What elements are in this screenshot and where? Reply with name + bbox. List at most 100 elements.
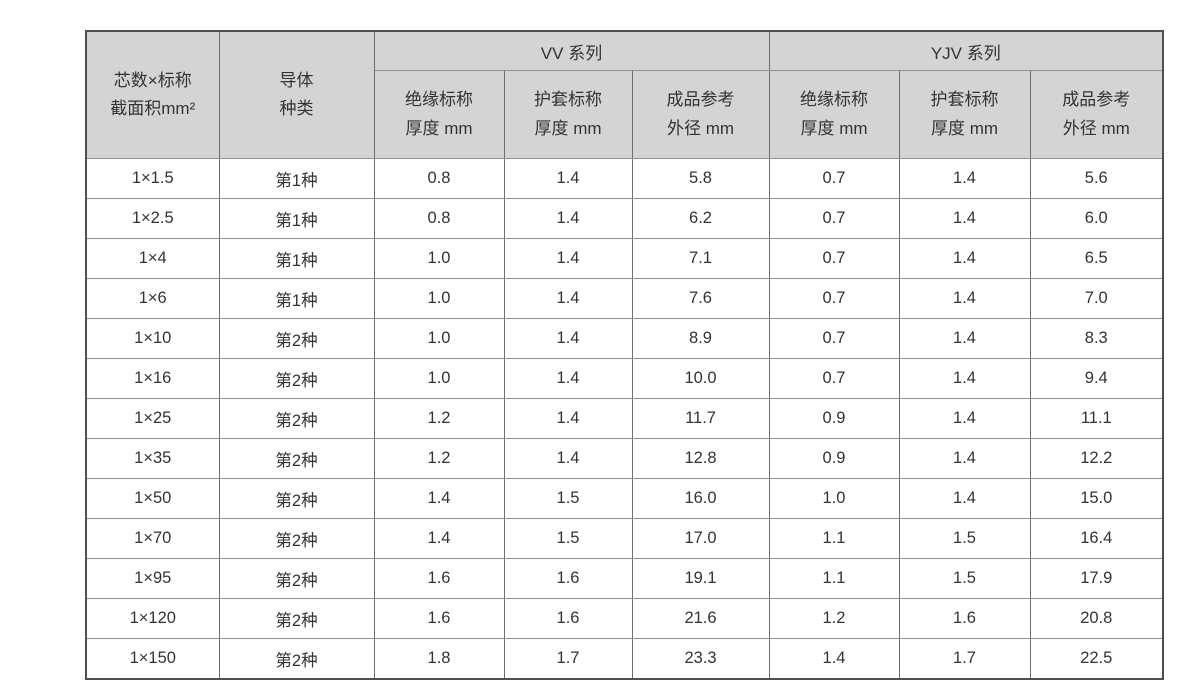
header-vv-outer-diameter: 成品参考 外径 mm: [631, 70, 770, 159]
table-row: 1×2.5 第1种 0.8 1.4 6.2 0.7 1.4 6.0: [85, 198, 1164, 239]
yjv-diameter-cell: 6.0: [1029, 198, 1164, 239]
group-header-yjv-series: YJV 系列: [768, 30, 1164, 71]
vv-insulation-cell: 1.0: [373, 358, 505, 399]
header-yjv-outer-diameter: 成品参考 外径 mm: [1029, 70, 1164, 159]
spec-cell: 1×50: [85, 478, 220, 519]
yjv-insulation-cell: 0.7: [768, 278, 900, 319]
vv-diameter-cell: 12.8: [631, 438, 770, 479]
vv-diameter-cell: 16.0: [631, 478, 770, 519]
spec-cell: 1×10: [85, 318, 220, 359]
yjv-insulation-cell: 0.7: [768, 358, 900, 399]
yjv-insulation-cell: 1.1: [768, 558, 900, 599]
header-line: 外径 mm: [1062, 118, 1130, 138]
vv-diameter-cell: 7.1: [631, 238, 770, 279]
header-line: 成品参考: [1062, 90, 1131, 110]
vv-sheath-cell: 1.4: [503, 398, 633, 439]
vv-insulation-cell: 1.8: [373, 638, 505, 680]
spec-cell: 1×2.5: [85, 198, 220, 239]
vv-sheath-cell: 1.6: [503, 558, 633, 599]
vv-sheath-cell: 1.7: [503, 638, 633, 680]
vv-diameter-cell: 6.2: [631, 198, 770, 239]
conductor-type-cell: 第1种: [218, 238, 375, 279]
spec-cell: 1×70: [85, 518, 220, 559]
yjv-sheath-cell: 1.4: [898, 278, 1031, 319]
yjv-diameter-cell: 22.5: [1029, 638, 1164, 680]
conductor-type-cell: 第1种: [218, 198, 375, 239]
table-row: 1×50 第2种 1.4 1.5 16.0 1.0 1.4 15.0: [85, 478, 1164, 519]
spec-cell: 1×6: [85, 278, 220, 319]
conductor-type-cell: 第2种: [218, 518, 375, 559]
vv-insulation-cell: 1.0: [373, 238, 505, 279]
yjv-diameter-cell: 9.4: [1029, 358, 1164, 399]
table-row: 1×4 第1种 1.0 1.4 7.1 0.7 1.4 6.5: [85, 238, 1164, 279]
vv-insulation-cell: 1.2: [373, 398, 505, 439]
yjv-sheath-cell: 1.4: [898, 198, 1031, 239]
header-line: 护套标称: [534, 90, 602, 110]
yjv-diameter-cell: 7.0: [1029, 278, 1164, 319]
yjv-insulation-cell: 0.7: [768, 158, 900, 199]
vv-sheath-cell: 1.5: [503, 518, 633, 559]
header-line: 导体: [279, 70, 314, 90]
vv-diameter-cell: 23.3: [631, 638, 770, 680]
yjv-sheath-cell: 1.4: [898, 318, 1031, 359]
yjv-insulation-cell: 0.9: [768, 398, 900, 439]
header-line: 厚度 mm: [800, 118, 868, 138]
header-line: 芯数×标称: [113, 70, 192, 90]
vv-diameter-cell: 11.7: [631, 398, 770, 439]
table-row: 1×120 第2种 1.6 1.6 21.6 1.2 1.6 20.8: [85, 598, 1164, 639]
vv-sheath-cell: 1.4: [503, 438, 633, 479]
header-vv-insulation-thickness: 绝缘标称 厚度 mm: [373, 70, 505, 159]
vv-sheath-cell: 1.4: [503, 358, 633, 399]
spec-cell: 1×150: [85, 638, 220, 680]
table-row: 1×1.5 第1种 0.8 1.4 5.8 0.7 1.4 5.6: [85, 158, 1164, 199]
table-row: 1×10 第2种 1.0 1.4 8.9 0.7 1.4 8.3: [85, 318, 1164, 359]
spec-cell: 1×95: [85, 558, 220, 599]
vv-diameter-cell: 17.0: [631, 518, 770, 559]
conductor-type-cell: 第2种: [218, 318, 375, 359]
header-yjv-insulation-thickness: 绝缘标称 厚度 mm: [768, 70, 900, 159]
vv-sheath-cell: 1.5: [503, 478, 633, 519]
yjv-sheath-cell: 1.4: [898, 398, 1031, 439]
header-line: 护套标称: [930, 90, 999, 110]
header-line: 绝缘标称: [800, 90, 869, 110]
header-line: 外径 mm: [666, 118, 735, 138]
table-row: 1×150 第2种 1.8 1.7 23.3 1.4 1.7 22.5: [85, 638, 1164, 680]
header-line: 种类: [279, 99, 314, 118]
header-core-count-area: 芯数×标称 截面积mm²: [85, 30, 220, 159]
header-line: 厚度 mm: [930, 118, 999, 138]
yjv-insulation-cell: 0.7: [768, 198, 900, 239]
yjv-sheath-cell: 1.6: [898, 598, 1031, 639]
group-header-row: 芯数×标称 截面积mm² 导体 种类 VV 系列 YJV 系列: [85, 30, 1164, 159]
conductor-type-cell: 第2种: [218, 358, 375, 399]
spec-cell: 1×16: [85, 358, 220, 399]
spec-cell: 1×35: [85, 438, 220, 479]
yjv-diameter-cell: 16.4: [1029, 518, 1164, 559]
yjv-diameter-cell: 6.5: [1029, 238, 1164, 279]
yjv-insulation-cell: 0.7: [768, 318, 900, 359]
yjv-insulation-cell: 1.0: [768, 478, 900, 519]
yjv-sheath-cell: 1.5: [898, 558, 1031, 599]
vv-diameter-cell: 8.9: [631, 318, 770, 359]
vv-sheath-cell: 1.4: [503, 238, 633, 279]
group-header-vv-series: VV 系列: [373, 30, 770, 71]
yjv-insulation-cell: 0.9: [768, 438, 900, 479]
spec-cell: 1×4: [85, 238, 220, 279]
header-line: 绝缘标称: [405, 90, 473, 110]
yjv-diameter-cell: 20.8: [1029, 598, 1164, 639]
vv-sheath-cell: 1.4: [503, 318, 633, 359]
conductor-type-cell: 第2种: [218, 638, 375, 680]
vv-sheath-cell: 1.4: [503, 278, 633, 319]
yjv-insulation-cell: 1.1: [768, 518, 900, 559]
vv-insulation-cell: 1.6: [373, 598, 505, 639]
header-line: 截面积mm²: [110, 99, 196, 118]
yjv-sheath-cell: 1.5: [898, 518, 1031, 559]
yjv-diameter-cell: 17.9: [1029, 558, 1164, 599]
table-row: 1×35 第2种 1.2 1.4 12.8 0.9 1.4 12.2: [85, 438, 1164, 479]
yjv-sheath-cell: 1.4: [898, 358, 1031, 399]
vv-diameter-cell: 7.6: [631, 278, 770, 319]
conductor-type-cell: 第1种: [218, 158, 375, 199]
yjv-sheath-cell: 1.4: [898, 478, 1031, 519]
table-row: 1×70 第2种 1.4 1.5 17.0 1.1 1.5 16.4: [85, 518, 1164, 559]
table-row: 1×95 第2种 1.6 1.6 19.1 1.1 1.5 17.9: [85, 558, 1164, 599]
